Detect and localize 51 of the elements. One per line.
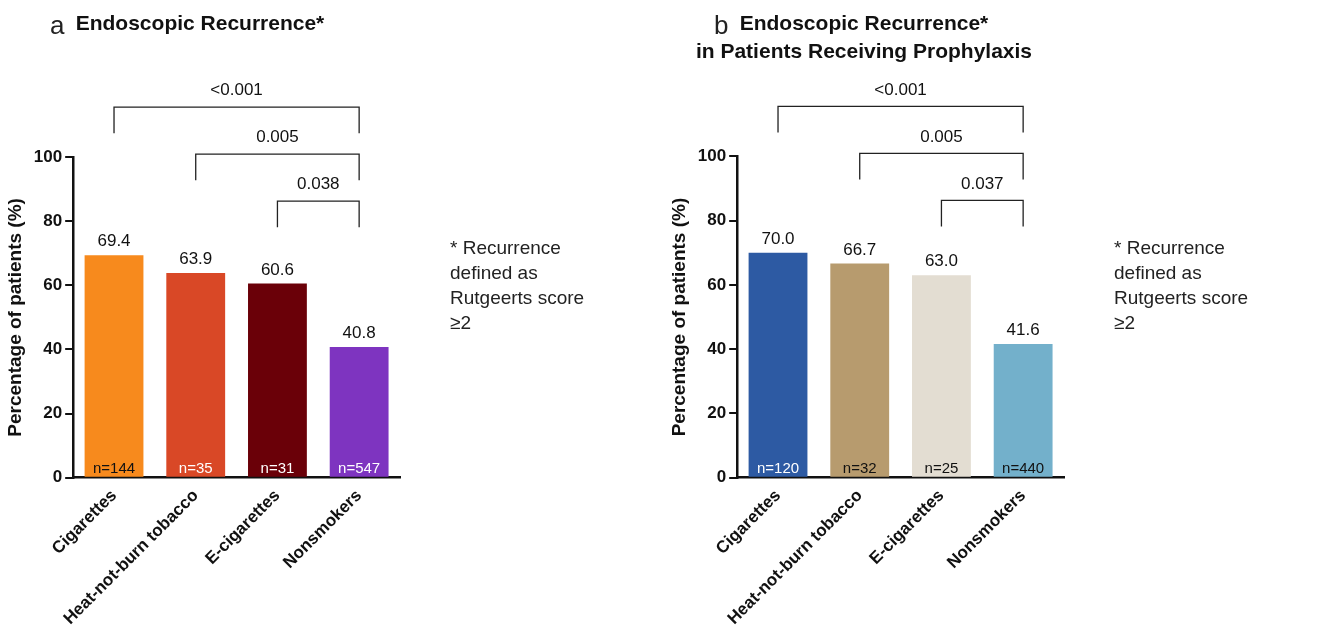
annotation: n=25 <box>924 459 959 477</box>
y-tick-label: 60 <box>707 274 727 294</box>
y-tick-label: 0 <box>52 467 63 487</box>
bar <box>84 255 144 477</box>
data-label: 66.7 <box>843 239 877 259</box>
annotation: n=32 <box>842 459 877 477</box>
data-label: 60.6 <box>260 259 294 279</box>
text: 0.005 <box>920 126 963 146</box>
text: <0.001 <box>874 79 927 99</box>
annotation: n=144 <box>92 459 136 477</box>
annotation: n=120 <box>756 459 800 477</box>
text: * Recurrence defined as Rutgeerts score ≥2 <box>450 236 586 335</box>
y-tick-label: 60 <box>43 275 63 295</box>
y-tick-label: 40 <box>43 339 63 359</box>
text: a <box>50 10 65 41</box>
bar <box>912 275 971 477</box>
y-tick-label: 0 <box>716 467 727 487</box>
text: b <box>714 10 729 41</box>
y-tick-label: 80 <box>43 210 63 230</box>
data-label: 40.8 <box>342 323 376 343</box>
bar <box>830 263 890 477</box>
y-axis-title: Percentage of patients (%) <box>667 197 689 437</box>
data-label: 63.0 <box>924 251 958 271</box>
bar <box>748 252 808 477</box>
annotation: 0.037 <box>961 173 1004 193</box>
chart-title: Endoscopic Recurrence* <box>75 11 326 35</box>
bar <box>248 283 307 477</box>
annotation: 0.038 <box>297 174 340 194</box>
text: <0.001 <box>210 80 263 100</box>
annotation: n=35 <box>178 459 213 477</box>
data-label: 41.6 <box>1006 320 1040 340</box>
y-tick-label: 40 <box>707 338 727 358</box>
text: 0.005 <box>256 127 299 147</box>
annotation: n=31 <box>260 459 295 477</box>
y-tick-label: 80 <box>707 210 727 230</box>
annotation: n=547 <box>338 459 381 477</box>
data-label: 69.4 <box>97 231 131 251</box>
y-tick-label: 20 <box>707 403 727 423</box>
y-tick-label: 100 <box>697 146 727 166</box>
bar <box>166 272 226 477</box>
y-tick-label: 100 <box>33 146 63 166</box>
y-axis-title: Percentage of patients (%) <box>3 198 25 437</box>
text: * Recurrence defined as Rutgeerts score ≥2 <box>1114 236 1250 335</box>
y-tick-label: 20 <box>43 403 63 423</box>
annotation: n=440 <box>1002 459 1045 477</box>
bar <box>993 344 1053 477</box>
data-label: 70.0 <box>761 228 795 248</box>
bar <box>329 346 389 477</box>
data-label: 63.9 <box>179 249 213 269</box>
chart-title: Endoscopic Recurrence* <box>739 11 990 35</box>
chart-subtitle: in Patients Receiving Prophylaxis <box>695 38 1033 62</box>
